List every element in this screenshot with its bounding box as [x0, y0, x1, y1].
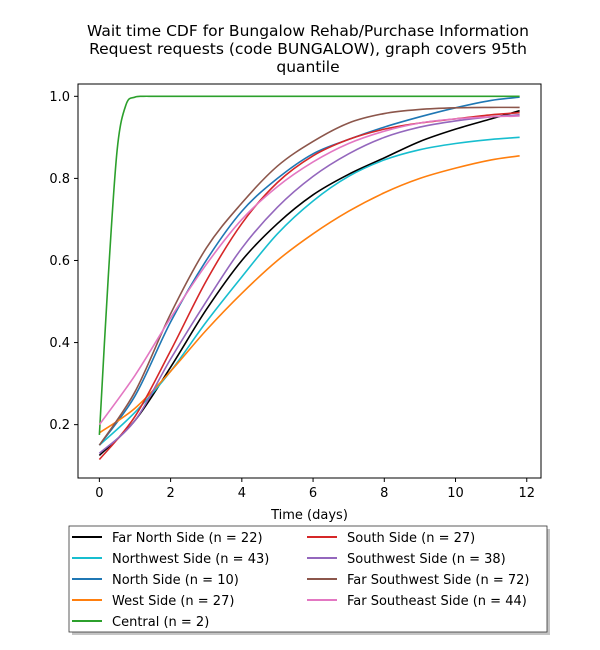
series-line-0 [98, 109, 520, 457]
chart-title-line: Request requests (code BUNGALOW), graph … [89, 40, 527, 58]
x-tick-label: 2 [166, 486, 174, 501]
y-tick-label: 0.8 [49, 172, 70, 187]
legend-entry: North Side (n = 10) [112, 573, 239, 588]
series-line-7 [98, 106, 520, 446]
y-tick-label: 0.4 [49, 336, 70, 351]
y-tick-label: 1.0 [49, 90, 70, 105]
x-axis-label: Time (days) [270, 508, 348, 523]
x-tick-label: 10 [447, 486, 464, 501]
legend-entry: Far North Side (n = 22) [112, 531, 263, 546]
legend-entry: South Side (n = 27) [347, 531, 475, 546]
series-line-8 [98, 115, 520, 426]
plot-frame [77, 83, 542, 479]
x-tick-label: 0 [95, 486, 103, 501]
legend-entry: Northwest Side (n = 43) [112, 552, 269, 567]
series-lines [98, 95, 520, 461]
chart-title-line: quantile [276, 58, 339, 76]
x-tick-label: 4 [238, 486, 246, 501]
x-tick-label: 6 [309, 486, 317, 501]
legend-entry: Southwest Side (n = 38) [347, 552, 506, 567]
x-tick-label: 8 [380, 486, 388, 501]
legend-entry: West Side (n = 27) [112, 594, 234, 609]
y-axis-ticks: 0.2 0.4 0.6 0.8 1.0 [49, 90, 78, 433]
legend-entry: Far Southwest Side (n = 72) [347, 573, 529, 588]
x-axis-ticks: 0 2 4 6 8 10 12 [95, 478, 535, 501]
series-line-3 [98, 155, 520, 434]
y-tick-label: 0.2 [49, 418, 70, 433]
legend-entry: Far Southeast Side (n = 44) [347, 594, 527, 609]
series-line-1 [98, 136, 520, 446]
y-tick-label: 0.6 [49, 254, 70, 269]
series-line-2 [98, 96, 520, 446]
chart-title-line: Wait time CDF for Bungalow Rehab/Purchas… [87, 22, 529, 40]
series-line-4 [98, 95, 520, 435]
x-tick-label: 12 [518, 486, 535, 501]
legend-entry: Central (n = 2) [112, 615, 209, 630]
chart-title: Wait time CDF for Bungalow Rehab/Purchas… [87, 22, 529, 76]
series-line-6 [98, 113, 520, 454]
legend: Far North Side (n = 22) Northwest Side (n… [68, 525, 550, 635]
